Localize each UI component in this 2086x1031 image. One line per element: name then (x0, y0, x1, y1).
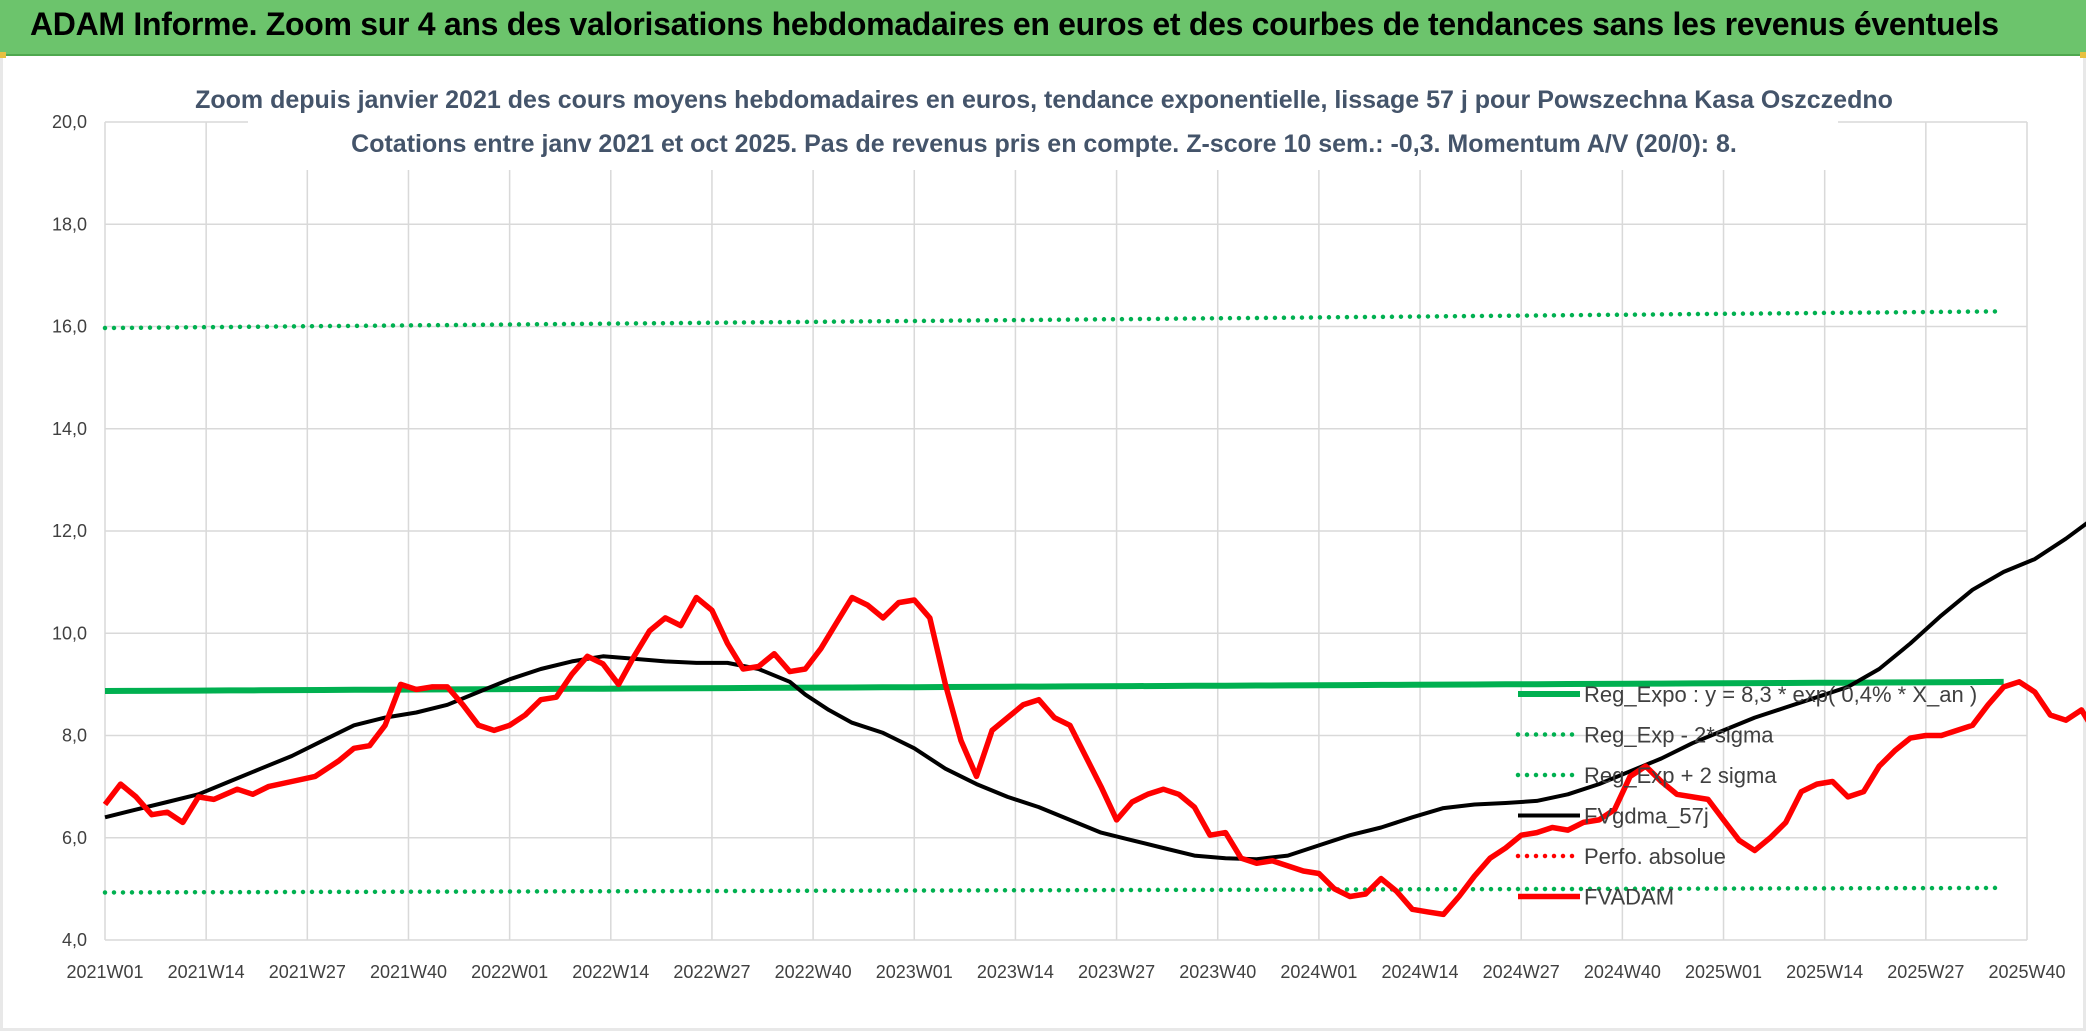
x-tick-label: 2023W14 (977, 962, 1054, 982)
x-tick-label: 2022W14 (572, 962, 649, 982)
x-tick-label: 2023W40 (1179, 962, 1256, 982)
x-tick-label: 2025W40 (1988, 962, 2065, 982)
legend-item-label: FVADAM (1584, 885, 1674, 910)
legend-item-label: Reg_Exp + 2 sigma (1584, 763, 1777, 788)
chart-series (102, 309, 2086, 918)
x-tick-label: 2024W14 (1382, 962, 1459, 982)
x-tick-label: 2024W01 (1280, 962, 1357, 982)
x-tick-label: 2021W01 (66, 962, 143, 982)
x-tick-label: 2023W01 (876, 962, 953, 982)
reg-exp-minus-2sigma-line (102, 885, 2006, 895)
legend-item-label: FVgdma_57j (1584, 804, 1709, 829)
y-tick-label: 10,0 (52, 623, 87, 643)
y-tick-label: 4,0 (62, 930, 87, 950)
x-tick-label: 2023W27 (1078, 962, 1155, 982)
fvadam-line (102, 594, 2086, 918)
header-banner: ADAM Informe. Zoom sur 4 ans des valoris… (0, 0, 2086, 56)
x-tick-label: 2025W01 (1685, 962, 1762, 982)
x-axis-ticks: 2021W01 2021W14 2021W27 2021W40 2022W01 2022W… (66, 962, 2065, 982)
y-tick-label: 14,0 (52, 419, 87, 439)
corner-mark-right (2080, 52, 2086, 58)
corner-mark-left (0, 52, 6, 58)
x-tick-label: 2022W27 (673, 962, 750, 982)
y-tick-label: 6,0 (62, 828, 87, 848)
y-tick-label: 16,0 (52, 317, 87, 337)
y-tick-label: 12,0 (52, 521, 87, 541)
x-tick-label: 2021W14 (168, 962, 245, 982)
title-background (248, 78, 1838, 170)
x-tick-label: 2021W27 (269, 962, 346, 982)
y-tick-label: 8,0 (62, 726, 87, 746)
x-tick-label: 2024W40 (1584, 962, 1661, 982)
grid-lines (104, 121, 2028, 941)
chart-legend: Reg_Expo : y = 8,3 * exp( 0,4% * X_an ) R… (1515, 682, 1977, 910)
x-tick-label: 2025W27 (1887, 962, 1964, 982)
x-tick-label: 2024W27 (1483, 962, 1560, 982)
chart-title-line1: Zoom depuis janvier 2021 des cours moyen… (195, 86, 1893, 114)
y-tick-label: 20,0 (52, 112, 87, 132)
legend-item-label: Reg_Exp - 2*sigma (1584, 723, 1774, 748)
y-tick-label: 18,0 (52, 214, 87, 234)
reg-exp-plus-2sigma-line (102, 309, 2006, 331)
banner-title: ADAM Informe. Zoom sur 4 ans des valoris… (30, 6, 1999, 42)
x-tick-label: 2021W40 (370, 962, 447, 982)
legend-item-label: Perfo. absolue (1584, 844, 1726, 869)
chart-title-line2: Cotations entre janv 2021 et oct 2025. P… (351, 130, 1737, 158)
fvgdma-57j-line (104, 521, 2086, 862)
y-axis-ticks: 20,0 18,0 16,0 14,0 12,0 10,0 8,0 6,0 4,0 (52, 112, 87, 950)
legend-item-label: Reg_Expo : y = 8,3 * exp( 0,4% * X_an ) (1584, 682, 1977, 707)
x-tick-label: 2025W14 (1786, 962, 1863, 982)
x-tick-label: 2022W01 (471, 962, 548, 982)
x-tick-label: 2022W40 (775, 962, 852, 982)
